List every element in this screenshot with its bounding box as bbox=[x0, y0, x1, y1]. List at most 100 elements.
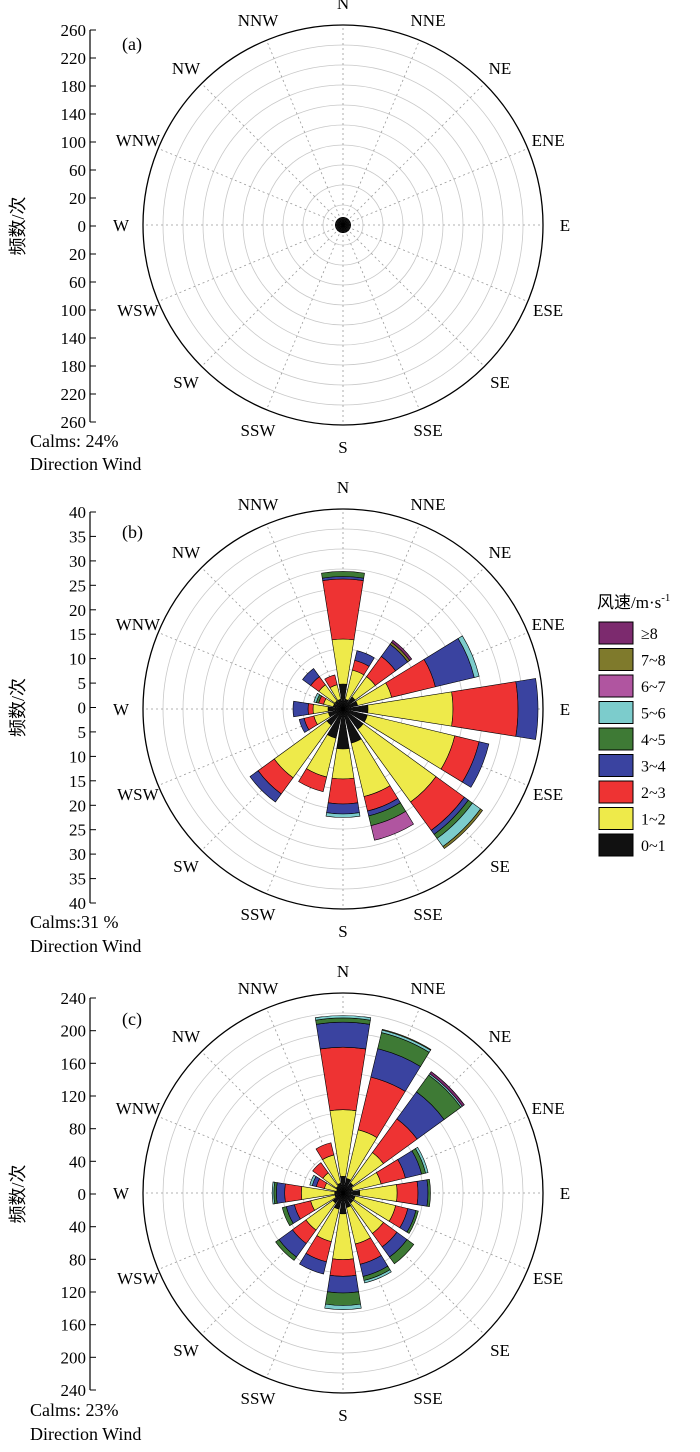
compass-label-wnw: WNW bbox=[116, 131, 161, 150]
compass-label-nw: NW bbox=[172, 1027, 201, 1046]
compass-label-sw: SW bbox=[173, 373, 199, 392]
petal-ssw bbox=[298, 708, 344, 793]
direction-spoke bbox=[201, 83, 344, 226]
direction-spoke bbox=[201, 708, 344, 851]
petal-segment bbox=[342, 220, 351, 226]
axis-tick-label: 20 bbox=[69, 245, 86, 264]
compass-label-sw: SW bbox=[173, 1341, 199, 1360]
compass-label-sse: SSE bbox=[413, 1389, 442, 1408]
petal-segment bbox=[327, 1274, 359, 1294]
wind-rose-panel-a: N NNE NE ENE E ESE SE SSE S SSW SW WSW W WNW NW NNW 260 2… bbox=[8, 0, 570, 474]
petal-nne bbox=[342, 650, 375, 710]
direction-spoke bbox=[342, 567, 485, 710]
petal-segment bbox=[324, 674, 338, 689]
petal-segment bbox=[442, 808, 483, 849]
compass-label-nne: NNE bbox=[411, 495, 446, 514]
petal-w bbox=[292, 700, 344, 718]
petal-ene bbox=[342, 635, 480, 710]
panel-label: (c) bbox=[122, 1009, 142, 1030]
petal-segment bbox=[429, 1071, 465, 1107]
panel-label: (a) bbox=[122, 34, 142, 55]
direction-spoke bbox=[158, 148, 344, 226]
petal-ne bbox=[342, 639, 413, 710]
axis-tick-label: 80 bbox=[69, 1250, 86, 1269]
calms-text: Calms: 24% bbox=[30, 431, 119, 451]
petal-segment bbox=[396, 1180, 419, 1206]
calms-text: Calms:31 % bbox=[30, 912, 119, 932]
axis-tick-label: 40 bbox=[69, 894, 86, 913]
compass-label-nw: NW bbox=[172, 543, 201, 562]
petal-segment bbox=[335, 224, 344, 230]
outer-circle bbox=[142, 992, 544, 1394]
petal-segment bbox=[461, 741, 490, 788]
petal-segment bbox=[415, 1146, 429, 1174]
direction-spoke bbox=[158, 1116, 344, 1194]
direction-spoke bbox=[158, 1192, 344, 1270]
petal-nnw bbox=[324, 674, 344, 710]
petal-n bbox=[321, 571, 365, 710]
petal-segment bbox=[284, 1183, 303, 1203]
axis-tick-label: 120 bbox=[61, 1087, 87, 1106]
compass-label-nw: NW bbox=[172, 59, 201, 78]
axis-tick-label: 15 bbox=[69, 625, 86, 644]
petal-ese bbox=[342, 1192, 419, 1234]
petal-ssw bbox=[299, 1192, 344, 1275]
petal-wnw bbox=[309, 1174, 344, 1194]
direction-spoke bbox=[201, 1192, 344, 1335]
legend-label: 0~1 bbox=[641, 838, 666, 855]
legend-title-main: 风速/m·s bbox=[597, 593, 661, 612]
direction-wind-text: Direction Wind bbox=[30, 1424, 141, 1444]
compass-label-ssw: SSW bbox=[241, 905, 277, 924]
petal-nnw bbox=[338, 217, 344, 226]
axis-tick-label: 260 bbox=[61, 21, 87, 40]
petal-segment bbox=[319, 1046, 367, 1112]
petal-segment bbox=[515, 678, 539, 740]
petal-segment bbox=[281, 1206, 294, 1227]
petal-e bbox=[342, 1178, 431, 1208]
wind-rose-panel-c: N NNE NE ENE E ESE SE SSE S SSW SW WSW W WNW NW NNW 240 2… bbox=[8, 962, 570, 1444]
legend-swatch bbox=[598, 833, 634, 857]
legend-swatch bbox=[598, 621, 634, 645]
compass-label-ne: NE bbox=[489, 59, 512, 78]
petal-segment bbox=[426, 1178, 431, 1208]
axis-tick-label: 200 bbox=[61, 1348, 87, 1367]
direction-spoke bbox=[342, 1116, 528, 1194]
y-axis-label: 频数/次 bbox=[8, 196, 28, 255]
petal-sse bbox=[342, 1192, 392, 1284]
compass-label-ese: ESE bbox=[533, 785, 563, 804]
petal-segment bbox=[249, 770, 282, 803]
petal-s bbox=[324, 1192, 362, 1310]
direction-spoke bbox=[201, 1051, 344, 1194]
axis-tick-label: 140 bbox=[61, 329, 87, 348]
petal-s bbox=[341, 224, 345, 233]
petal-n bbox=[341, 217, 345, 226]
petal-segment bbox=[321, 571, 365, 579]
direction-spoke bbox=[266, 1192, 344, 1378]
petal-sse bbox=[342, 224, 348, 233]
compass-label-w: W bbox=[113, 1184, 130, 1203]
petal-segment bbox=[342, 223, 351, 227]
compass-label-w: W bbox=[113, 216, 130, 235]
compass-label-n: N bbox=[337, 0, 349, 13]
compass-label-nnw: NNW bbox=[238, 979, 280, 998]
compass-label-sse: SSE bbox=[413, 421, 442, 440]
petal-segment bbox=[309, 1174, 317, 1186]
compass-label-n: N bbox=[337, 478, 349, 497]
axis-tick-label: 40 bbox=[69, 1152, 86, 1171]
petal-segment bbox=[322, 578, 364, 641]
petal-segment bbox=[342, 218, 350, 226]
petal-segment bbox=[313, 692, 320, 703]
direction-spoke bbox=[342, 1051, 485, 1194]
legend-title-superscript: -1 bbox=[661, 592, 670, 604]
legend-swatch bbox=[598, 674, 634, 698]
legend-label: ≥8 bbox=[641, 626, 658, 643]
axis-tick-label: 40 bbox=[69, 1218, 86, 1237]
axis-tick-label: 140 bbox=[61, 105, 87, 124]
legend-swatch bbox=[598, 701, 634, 724]
axis-tick-label: 220 bbox=[61, 385, 87, 404]
petal-se bbox=[342, 1192, 415, 1265]
axis-tick-label: 180 bbox=[61, 357, 87, 376]
petal-segment bbox=[416, 1179, 429, 1207]
compass-label-wsw: WSW bbox=[117, 301, 160, 320]
direction-wind-text: Direction Wind bbox=[30, 936, 141, 956]
